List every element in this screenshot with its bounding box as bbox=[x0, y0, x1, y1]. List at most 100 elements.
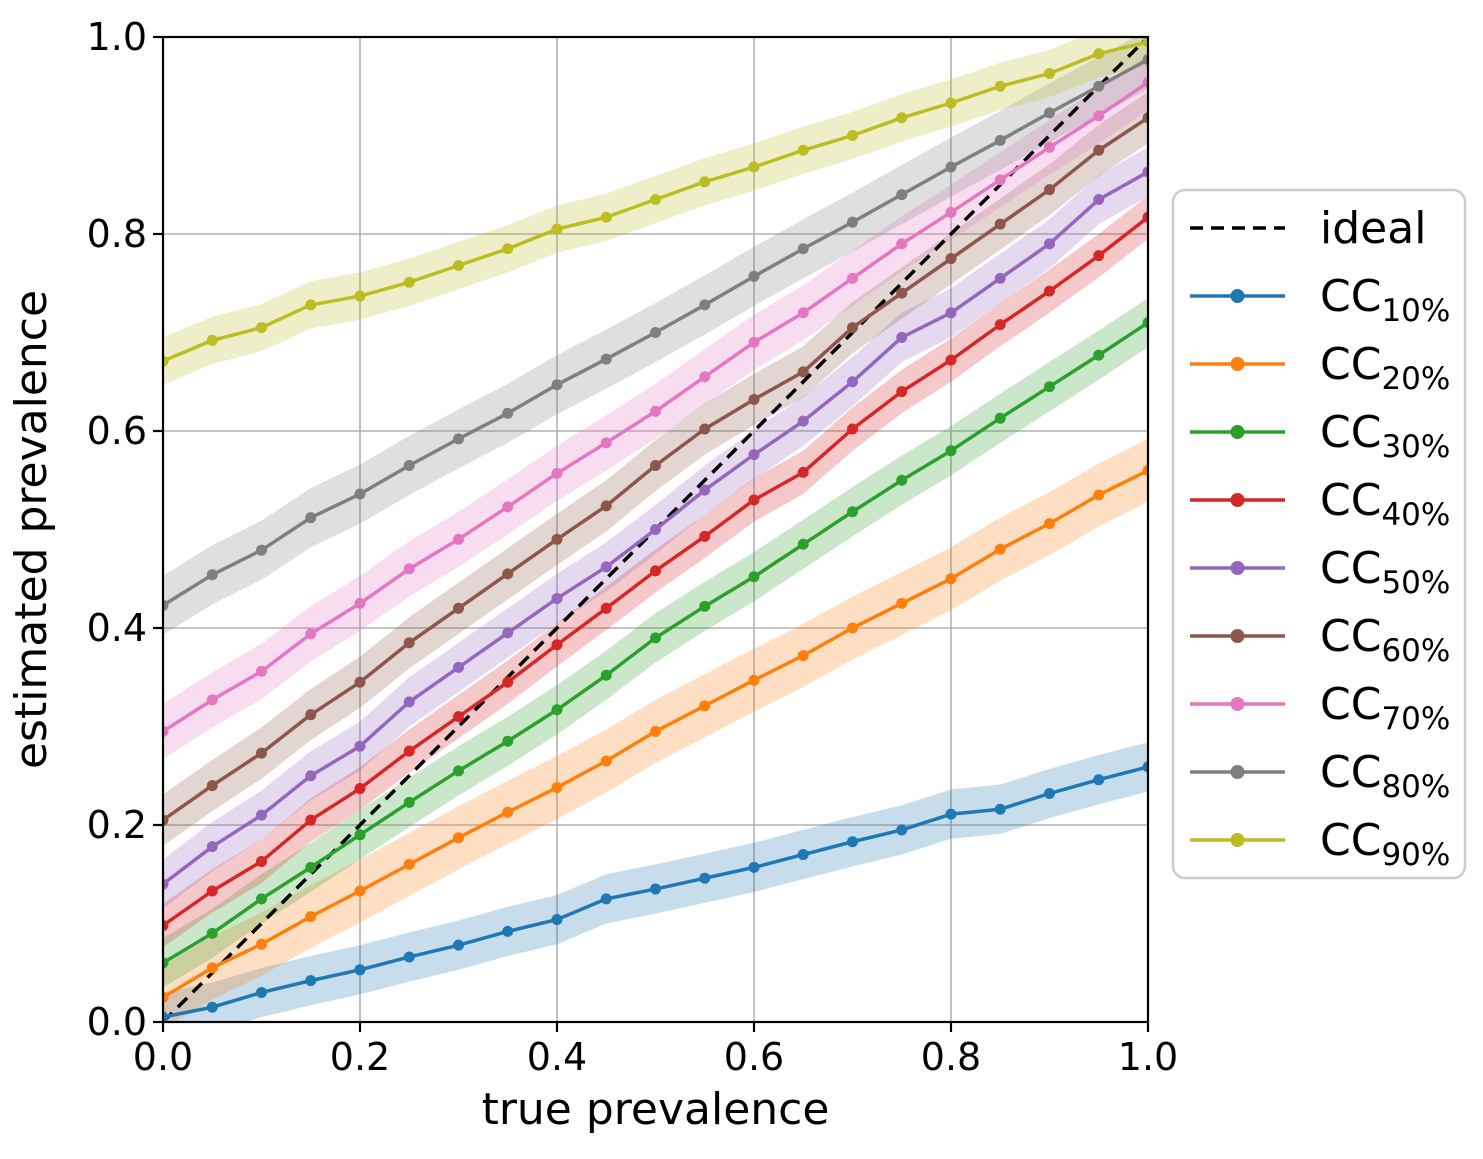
grid bbox=[163, 37, 1148, 1022]
data-point-CC_80% bbox=[650, 327, 661, 338]
data-point-CC_20% bbox=[305, 911, 317, 923]
data-point-CC_50% bbox=[163, 878, 169, 890]
legend: idealCC10%CC20%CC30%CC40%CC50%CC60%CC70%… bbox=[1171, 188, 1467, 880]
data-point-CC_30% bbox=[797, 538, 809, 550]
data-point-CC_20% bbox=[453, 832, 464, 844]
data-point-CC_80% bbox=[847, 216, 858, 228]
data-point-CC_90% bbox=[206, 334, 218, 346]
data-point-CC_50% bbox=[1142, 166, 1148, 178]
data-point-CC_60% bbox=[1142, 112, 1148, 124]
data-point-CC_80% bbox=[403, 459, 415, 471]
data-point-CC_40% bbox=[256, 855, 267, 867]
data-point-CC_60% bbox=[748, 393, 760, 405]
data-point-CC_30% bbox=[453, 765, 464, 777]
data-point-CC_60% bbox=[256, 747, 267, 759]
data-point-CC_10% bbox=[453, 939, 464, 951]
legend-label-ideal: ideal bbox=[1320, 203, 1426, 254]
data-point-CC_70% bbox=[600, 437, 612, 449]
data-point-CC_40% bbox=[1093, 250, 1105, 262]
data-point-CC_70% bbox=[163, 725, 169, 737]
data-point-CC_60% bbox=[305, 709, 317, 721]
data-point-CC_90% bbox=[502, 243, 514, 255]
data-point-CC_10% bbox=[797, 849, 809, 861]
data-point-CC_60% bbox=[699, 423, 711, 435]
data-point-CC_70% bbox=[354, 597, 366, 609]
data-point-CC_50% bbox=[1044, 238, 1055, 250]
data-point-CC_20% bbox=[403, 858, 415, 870]
data-point-CC_10% bbox=[650, 883, 661, 895]
data-point-CC_30% bbox=[354, 829, 366, 841]
data-point-CC_10% bbox=[354, 964, 366, 976]
data-point-CC_60% bbox=[847, 322, 858, 334]
series-CC_80% bbox=[163, 54, 1148, 611]
data-point-CC_30% bbox=[163, 957, 169, 969]
data-point-CC_10% bbox=[994, 803, 1006, 815]
data-point-CC_40% bbox=[453, 711, 464, 723]
data-point-CC_40% bbox=[994, 319, 1006, 331]
data-point-CC_10% bbox=[1044, 787, 1055, 799]
data-point-CC_30% bbox=[699, 600, 711, 612]
data-point-CC_60% bbox=[797, 366, 809, 378]
confidence-band-CC_90% bbox=[163, 37, 1148, 385]
legend-sample-marker-CC_30% bbox=[1230, 425, 1245, 439]
data-point-CC_90% bbox=[1093, 48, 1105, 60]
data-point-CC_30% bbox=[994, 412, 1006, 424]
data-point-CC_20% bbox=[551, 782, 563, 794]
data-point-CC_40% bbox=[945, 354, 957, 366]
x-tick-label: 0.4 bbox=[527, 1035, 587, 1079]
data-point-CC_50% bbox=[551, 592, 563, 604]
data-point-CC_50% bbox=[847, 376, 858, 388]
series-CC_60% bbox=[163, 112, 1148, 826]
data-point-CC_40% bbox=[163, 919, 169, 931]
data-point-CC_30% bbox=[945, 445, 957, 457]
data-point-CC_50% bbox=[797, 415, 809, 427]
data-point-CC_40% bbox=[403, 745, 415, 757]
data-point-CC_50% bbox=[600, 561, 612, 573]
data-point-CC_20% bbox=[354, 885, 366, 897]
data-point-CC_40% bbox=[797, 466, 809, 478]
data-point-CC_50% bbox=[945, 307, 957, 319]
data-point-CC_80% bbox=[163, 599, 169, 611]
legend-box bbox=[1171, 188, 1467, 880]
data-point-CC_30% bbox=[206, 927, 218, 939]
data-point-CC_50% bbox=[256, 809, 267, 821]
data-point-CC_90% bbox=[1142, 37, 1148, 48]
data-point-CC_10% bbox=[748, 861, 760, 873]
data-point-CC_90% bbox=[896, 112, 908, 124]
y-tick-label: 0.4 bbox=[87, 606, 147, 650]
data-point-CC_90% bbox=[1044, 67, 1055, 79]
y-tick-label: 0.0 bbox=[87, 1000, 147, 1044]
data-point-CC_60% bbox=[994, 218, 1006, 230]
data-point-CC_20% bbox=[847, 622, 858, 634]
data-point-CC_10% bbox=[600, 893, 612, 905]
data-point-CC_40% bbox=[600, 602, 612, 614]
series-CC_10% bbox=[163, 761, 1148, 1022]
data-point-CC_90% bbox=[994, 80, 1006, 92]
series-CC_30% bbox=[163, 317, 1148, 969]
data-point-CC_10% bbox=[551, 914, 563, 926]
legend-sample-marker-CC_80% bbox=[1230, 765, 1245, 779]
data-point-CC_90% bbox=[305, 299, 317, 311]
data-point-CC_70% bbox=[748, 336, 760, 348]
data-point-CC_30% bbox=[305, 861, 317, 873]
data-point-CC_10% bbox=[163, 1011, 169, 1022]
data-point-CC_30% bbox=[1093, 349, 1105, 361]
data-point-CC_80% bbox=[354, 488, 366, 500]
data-point-CC_70% bbox=[847, 272, 858, 284]
data-point-CC_10% bbox=[256, 986, 267, 998]
data-point-CC_40% bbox=[502, 676, 514, 688]
data-point-CC_60% bbox=[551, 533, 563, 545]
data-point-CC_70% bbox=[403, 563, 415, 575]
data-point-CC_90% bbox=[453, 260, 464, 272]
data-point-CC_80% bbox=[600, 353, 612, 365]
data-point-CC_80% bbox=[551, 379, 563, 391]
data-point-CC_70% bbox=[650, 405, 661, 417]
data-point-CC_70% bbox=[699, 371, 711, 383]
x-tick-label: 0.0 bbox=[133, 1035, 193, 1079]
data-point-CC_70% bbox=[206, 694, 218, 706]
data-point-CC_20% bbox=[206, 962, 218, 974]
data-point-CC_50% bbox=[453, 661, 464, 673]
data-point-CC_70% bbox=[551, 467, 563, 479]
data-point-CC_80% bbox=[748, 270, 760, 282]
